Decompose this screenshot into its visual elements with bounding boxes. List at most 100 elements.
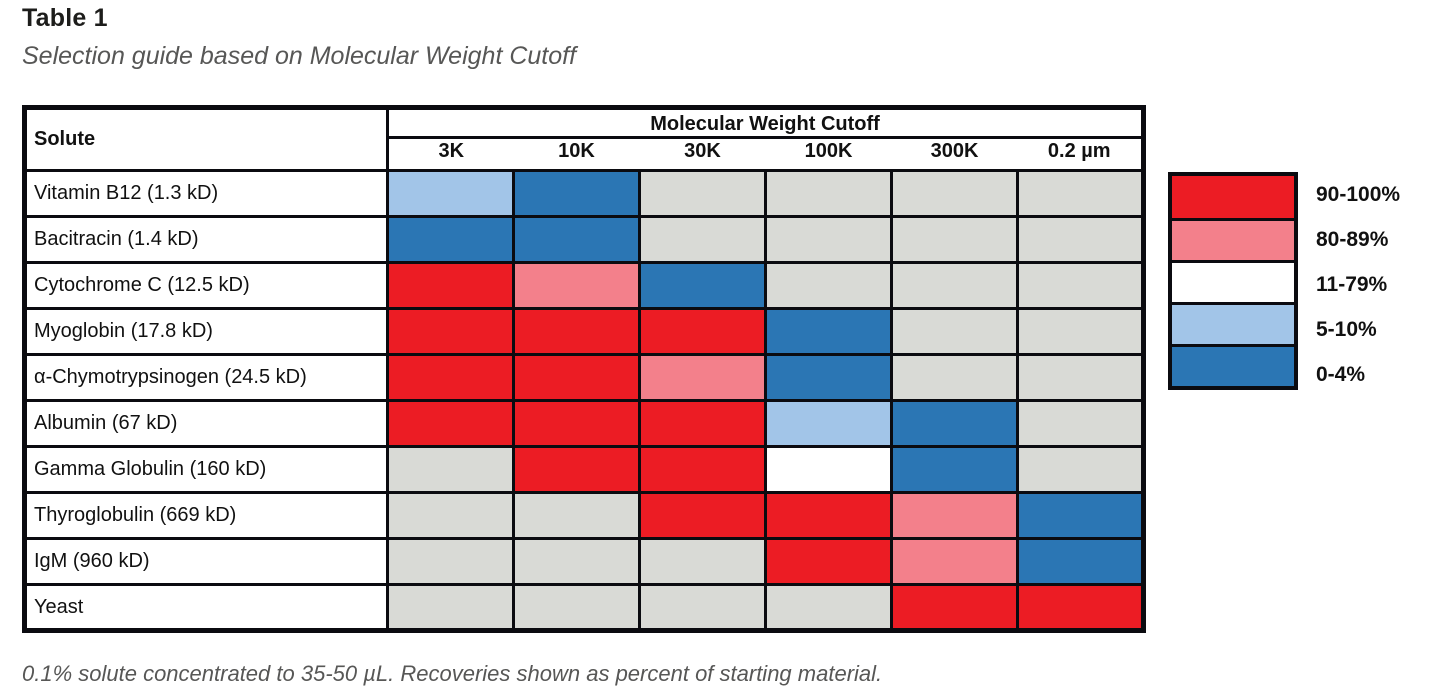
solute-label: α-Chymotrypsinogen (24.5 kD) [23, 353, 389, 402]
recovery-cell [1016, 399, 1145, 448]
column-header-row: 3K 10K 30K 100K 300K 0.2 µm [25, 137, 1144, 172]
column-header-2: 30K [639, 137, 766, 172]
solute-label: IgM (960 kD) [23, 537, 389, 586]
recovery-legend: 90-100% 80-89% 11-79% 5-10% 0-4% [1168, 172, 1400, 390]
recovery-cell [764, 261, 893, 310]
recovery-cell [512, 353, 641, 402]
recovery-cell [1016, 537, 1145, 586]
recovery-cell [638, 491, 767, 540]
recovery-cell [512, 215, 641, 264]
legend-swatch-pink [1172, 218, 1294, 260]
table-row: α-Chymotrypsinogen (24.5 kD) [23, 353, 1145, 402]
recovery-cell [890, 307, 1019, 356]
recovery-cell [764, 445, 893, 494]
recovery-cell [638, 261, 767, 310]
recovery-cell [638, 307, 767, 356]
solute-label: Cytochrome C (12.5 kD) [23, 261, 389, 310]
recovery-cell [764, 215, 893, 264]
recovery-cell [764, 491, 893, 540]
recovery-cell [1016, 353, 1145, 402]
recovery-cell [890, 399, 1019, 448]
legend-label: 0-4% [1316, 362, 1366, 386]
recovery-cell [386, 215, 515, 264]
group-header-row: Solute Molecular Weight Cutoff [23, 106, 1145, 172]
column-header-3: 100K [765, 137, 892, 172]
recovery-cell [512, 399, 641, 448]
recovery-cell [764, 537, 893, 586]
recovery-cell [1016, 215, 1145, 264]
recovery-cell [764, 353, 893, 402]
recovery-cell [638, 215, 767, 264]
table-row: Yeast [23, 583, 1145, 632]
table-title: Table 1 [22, 4, 108, 32]
legend-swatch-darkblue [1172, 344, 1294, 386]
column-header-1: 10K [513, 137, 640, 172]
column-header-5: 0.2 µm [1017, 137, 1144, 172]
solute-label: Bacitracin (1.4 kD) [23, 215, 389, 264]
legend-swatch-red [1172, 176, 1294, 218]
legend-label: 11-79% [1316, 272, 1388, 296]
table-row: Thyroglobulin (669 kD) [23, 491, 1145, 540]
solute-label: Thyroglobulin (669 kD) [23, 491, 389, 540]
table-row: Albumin (67 kD) [23, 399, 1145, 448]
legend-label: 5-10% [1316, 317, 1377, 341]
legend-swatch-white [1172, 260, 1294, 302]
recovery-cell [1016, 445, 1145, 494]
recovery-cell [890, 445, 1019, 494]
solute-label: Yeast [23, 583, 389, 632]
recovery-cell [764, 307, 893, 356]
recovery-cell [638, 399, 767, 448]
recovery-cell [1016, 169, 1145, 218]
legend-label: 90-100% [1316, 182, 1401, 206]
recovery-cell [890, 491, 1019, 540]
table-body: Vitamin B12 (1.3 kD) Bacitracin (1.4 kD) C… [23, 169, 1145, 632]
mwco-selection-table: Solute Molecular Weight Cutoff 3K 10K 30K 1… [22, 105, 1146, 633]
recovery-cell [386, 583, 515, 632]
recovery-cell [890, 169, 1019, 218]
recovery-cell [764, 583, 893, 632]
recovery-cell [386, 261, 515, 310]
recovery-cell [512, 169, 641, 218]
recovery-cell [512, 583, 641, 632]
recovery-cell [638, 537, 767, 586]
solute-label: Gamma Globulin (160 kD) [23, 445, 389, 494]
recovery-cell [512, 537, 641, 586]
legend-swatch-column [1168, 172, 1298, 390]
column-header-0: 3K [387, 137, 514, 172]
recovery-cell [386, 169, 515, 218]
recovery-cell [890, 261, 1019, 310]
solute-label: Albumin (67 kD) [23, 399, 389, 448]
recovery-cell [512, 261, 641, 310]
table-row: Cytochrome C (12.5 kD) [23, 261, 1145, 310]
recovery-cell [1016, 491, 1145, 540]
column-header-4: 300K [891, 137, 1018, 172]
recovery-cell [512, 445, 641, 494]
recovery-cell [512, 307, 641, 356]
footnote: 0.1% solute concentrated to 35-50 µL. Re… [22, 661, 883, 686]
recovery-cell [890, 353, 1019, 402]
recovery-cell [512, 491, 641, 540]
recovery-cell [764, 169, 893, 218]
recovery-cell [890, 537, 1019, 586]
recovery-cell [890, 215, 1019, 264]
recovery-cell [386, 537, 515, 586]
recovery-cell [764, 399, 893, 448]
table-row: Myoglobin (17.8 kD) [23, 307, 1145, 356]
solute-label: Myoglobin (17.8 kD) [23, 307, 389, 356]
legend-swatch-lightblue [1172, 302, 1294, 344]
table-row: IgM (960 kD) [23, 537, 1145, 586]
recovery-cell [638, 353, 767, 402]
table-row: Vitamin B12 (1.3 kD) [23, 169, 1145, 218]
table-header: Solute Molecular Weight Cutoff 3K 10K 30K 1… [23, 106, 1145, 172]
solute-column-header: Solute [23, 106, 389, 172]
solute-label: Vitamin B12 (1.3 kD) [23, 169, 389, 218]
recovery-cell [638, 445, 767, 494]
recovery-cell [386, 491, 515, 540]
recovery-cell [386, 399, 515, 448]
table-subtitle: Selection guide based on Molecular Weigh… [22, 42, 577, 70]
legend-label: 80-89% [1316, 227, 1389, 251]
legend-label-column: 90-100% 80-89% 11-79% 5-10% 0-4% [1316, 172, 1400, 397]
table-row: Gamma Globulin (160 kD) [23, 445, 1145, 494]
recovery-cell [386, 353, 515, 402]
